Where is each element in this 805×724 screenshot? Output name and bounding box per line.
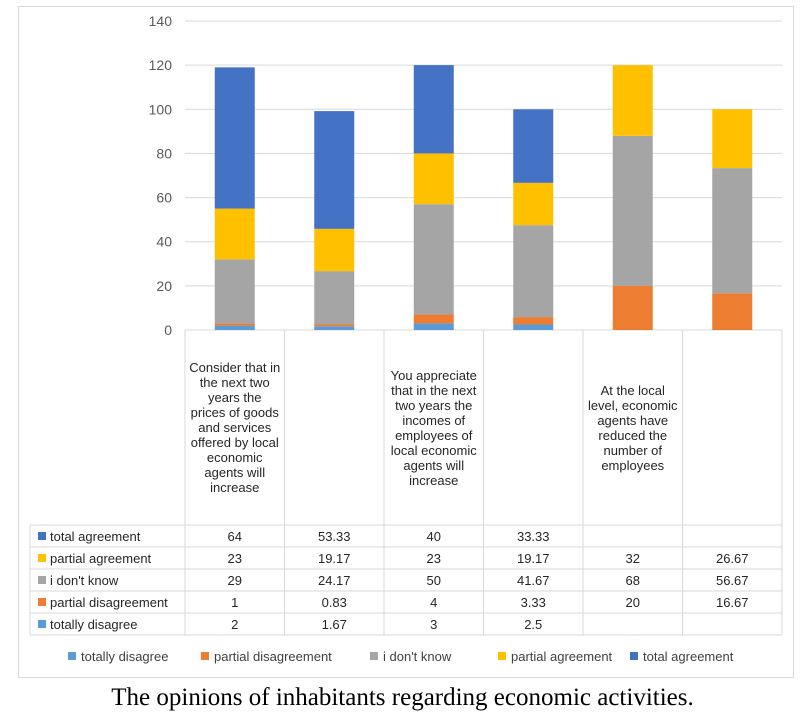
bar-segment <box>214 208 255 260</box>
legend-swatch <box>498 652 506 660</box>
y-tick-label: 140 <box>149 13 173 29</box>
bar-segment <box>214 67 255 209</box>
bar-segment <box>314 326 355 330</box>
table-cell-value: 2.5 <box>524 617 542 632</box>
category-label: Consider that in the next two years the … <box>189 360 281 495</box>
table-cell-value: 32 <box>626 551 640 566</box>
legend-swatch <box>630 652 638 660</box>
legend-label: i don't know <box>383 649 452 664</box>
bar-segment <box>413 204 454 315</box>
table-cell-value: 41.67 <box>517 573 550 588</box>
table-cell-value: 68 <box>626 573 640 588</box>
table-cell-value: 19.17 <box>517 551 550 566</box>
legend-key-swatch <box>38 598 46 606</box>
bar-segment <box>513 317 554 325</box>
bar-segment <box>314 111 355 229</box>
table-cell-value: 26.67 <box>716 551 749 566</box>
legend-key-swatch <box>38 554 46 562</box>
y-tick-label: 80 <box>156 145 172 161</box>
table-cell-value: 29 <box>228 573 242 588</box>
legend-swatch <box>370 652 378 660</box>
y-tick-label: 20 <box>156 278 172 294</box>
bar-segment <box>513 109 554 183</box>
table-cell-value: 23 <box>228 551 242 566</box>
table-row-label: totally disagree <box>50 617 137 632</box>
legend-key-swatch <box>38 576 46 584</box>
table-cell-value: 64 <box>228 529 242 544</box>
bar-segment <box>513 182 554 226</box>
y-tick-label: 0 <box>164 322 172 338</box>
category-label: At the local level, economic agents have… <box>587 382 678 473</box>
bar-segment <box>314 228 355 272</box>
y-tick-label: 100 <box>149 101 173 117</box>
table-cell-value: 16.67 <box>716 595 749 610</box>
figure-caption: The opinions of inhabitants regarding ec… <box>111 684 694 711</box>
y-tick-label: 120 <box>149 57 173 73</box>
legend-swatch <box>201 652 209 660</box>
bar-segment <box>413 153 454 205</box>
legend-label: partial agreement <box>511 649 613 664</box>
chart-frame <box>18 6 794 678</box>
y-tick-label: 40 <box>156 234 172 250</box>
bar-segment <box>513 225 554 318</box>
table-row-label: total agreement <box>50 529 141 544</box>
table-cell-value: 0.83 <box>322 595 347 610</box>
legend-label: totally disagree <box>81 649 168 664</box>
table-cell-value: 23 <box>427 551 441 566</box>
table-cell-value: 19.17 <box>318 551 351 566</box>
bar-segment <box>314 324 355 327</box>
table-cell-value: 1.67 <box>322 617 347 632</box>
bar-segment <box>513 324 554 330</box>
table-row-label: i don't know <box>50 573 119 588</box>
table-cell-value: 53.33 <box>318 529 351 544</box>
table-cell-value: 3.33 <box>521 595 546 610</box>
table-cell-value: 56.67 <box>716 573 749 588</box>
table-row-label: partial disagreement <box>50 595 168 610</box>
bar-segment <box>314 271 355 325</box>
legend-label: total agreement <box>643 649 734 664</box>
bar-segment <box>712 109 753 169</box>
legend-swatch <box>68 652 76 660</box>
bar-segment <box>712 168 753 294</box>
y-tick-label: 60 <box>156 190 172 206</box>
table-cell-value: 20 <box>626 595 640 610</box>
bar-segment <box>214 323 255 326</box>
bar-segment <box>612 65 653 136</box>
bar-segment <box>413 65 454 154</box>
bar-segment <box>612 285 653 330</box>
legend-label: partial disagreement <box>214 649 332 664</box>
bar-segment <box>612 135 653 286</box>
bar-segment <box>712 293 753 330</box>
table-cell-value: 1 <box>231 595 238 610</box>
bar-segment <box>413 314 454 324</box>
table-cell-value: 24.17 <box>318 573 351 588</box>
table-cell-value: 4 <box>430 595 437 610</box>
table-cell-value: 2 <box>231 617 238 632</box>
table-cell-value: 33.33 <box>517 529 550 544</box>
category-label: You appreciate that in the next two year… <box>390 367 477 488</box>
table-cell-value: 40 <box>427 529 441 544</box>
bar-segment <box>214 325 255 330</box>
legend-key-swatch <box>38 532 46 540</box>
bar-segment <box>214 259 255 324</box>
legend-key-swatch <box>38 620 46 628</box>
bar-segment <box>413 323 454 330</box>
table-cell-value: 50 <box>427 573 441 588</box>
table-cell-value: 3 <box>430 617 437 632</box>
table-row-label: partial agreement <box>50 551 152 566</box>
